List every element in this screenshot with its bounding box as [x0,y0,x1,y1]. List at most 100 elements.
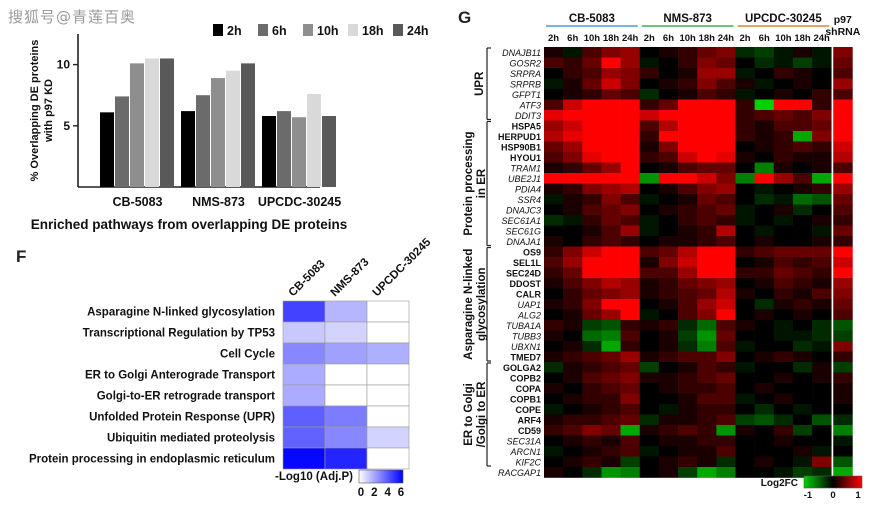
heat-cell [735,257,755,268]
heat-cell [735,320,755,331]
heat-cell [812,110,832,121]
heat-cell [324,363,368,386]
heat-cell [658,131,679,142]
heat-cell [620,152,641,163]
heat-cell [754,383,775,394]
heat-cell [544,278,564,289]
timepoint-label: 2h [644,33,655,44]
heat-cell [735,404,755,415]
heat-cell [716,267,736,279]
heat-cell [620,110,641,121]
heat-cell [582,446,602,457]
heat-cell [697,309,717,321]
heat-cell [563,57,583,69]
heat-cell [678,225,698,237]
heat-cell [601,204,621,216]
heat-cell [716,456,736,468]
heat-cell [716,89,736,100]
heat-cell [833,393,853,405]
gene-label: UAP1 [517,300,541,310]
heat-cell [792,288,813,300]
heat-cell [833,372,853,384]
heat-cell [366,384,410,407]
heat-cell [678,456,698,468]
heat-cell [833,236,853,247]
heat-cell [697,215,717,226]
heat-cell [812,131,832,142]
heat-cell [716,341,736,352]
heat-cell [678,330,698,342]
heat-cell [582,78,602,90]
heat-cell [773,351,794,363]
heat-cell [658,78,679,90]
heat-cell [582,309,602,321]
heat-cell [716,68,736,79]
heat-cell [833,288,853,300]
heat-cell [754,152,775,163]
heat-cell [792,131,813,142]
heat-cell [658,47,679,58]
heat-cell [678,372,698,384]
heat-cell [601,47,621,58]
heat-cell [678,362,698,373]
heat-cell [601,299,621,310]
heat-cell [658,372,679,384]
heat-cell [735,131,755,142]
heat-cell [812,204,832,216]
heat-cell [563,383,583,394]
heat-cell [833,341,853,352]
heat-cell [563,78,583,90]
heat-cell [620,204,641,216]
heat-cell [563,257,583,268]
heat-cell [620,467,641,478]
gene-label: DDIT3 [515,111,541,121]
heat-cell [601,194,621,205]
heat-cell [582,393,602,405]
panel-label-g: G [458,8,472,27]
heat-cell [678,57,698,69]
heat-cell [833,362,853,373]
heat-cell [773,215,794,226]
heat-cell [544,299,564,310]
legend-label: 24h [407,24,429,38]
heat-cell [582,362,602,373]
heat-cell [563,131,583,142]
heat-cell [678,351,698,363]
heat-cell [563,414,583,426]
pathway-label: Cell Cycle [220,349,275,361]
heat-cell [601,183,621,195]
heat-cell [639,446,660,457]
heat-cell [792,341,813,352]
heat-cell [639,414,660,426]
heat-cell [833,89,853,100]
gene-label: HYOU1 [510,153,541,163]
heat-cell [754,278,775,289]
heat-cell [678,404,698,415]
heat-cell [601,341,621,352]
heat-cell [639,204,660,216]
heat-cell [697,299,717,310]
heat-cell [582,47,602,58]
heat-cell [678,152,698,163]
heat-cell [697,467,717,478]
heat-cell [563,467,583,478]
heat-cell [697,246,717,258]
heat-cell [833,215,853,226]
pathway-label: Asparagine N-linked glycosylation [87,307,275,319]
heat-cell [792,215,813,226]
heat-cell [658,309,679,321]
heat-cell [639,267,660,279]
heat-cell [563,162,583,174]
heat-cell [639,99,660,111]
heat-cell [773,288,794,300]
gene-label: CALR [516,290,541,300]
heat-cell [773,467,794,478]
heat-cell [812,246,832,258]
heat-cell [716,131,736,142]
heat-cell [582,278,602,289]
heat-cell [773,78,794,90]
gene-label: DNAJB11 [502,48,541,58]
heat-cell [582,57,602,69]
column-label: NMS-873 [329,256,372,299]
heat-cell [697,456,717,468]
